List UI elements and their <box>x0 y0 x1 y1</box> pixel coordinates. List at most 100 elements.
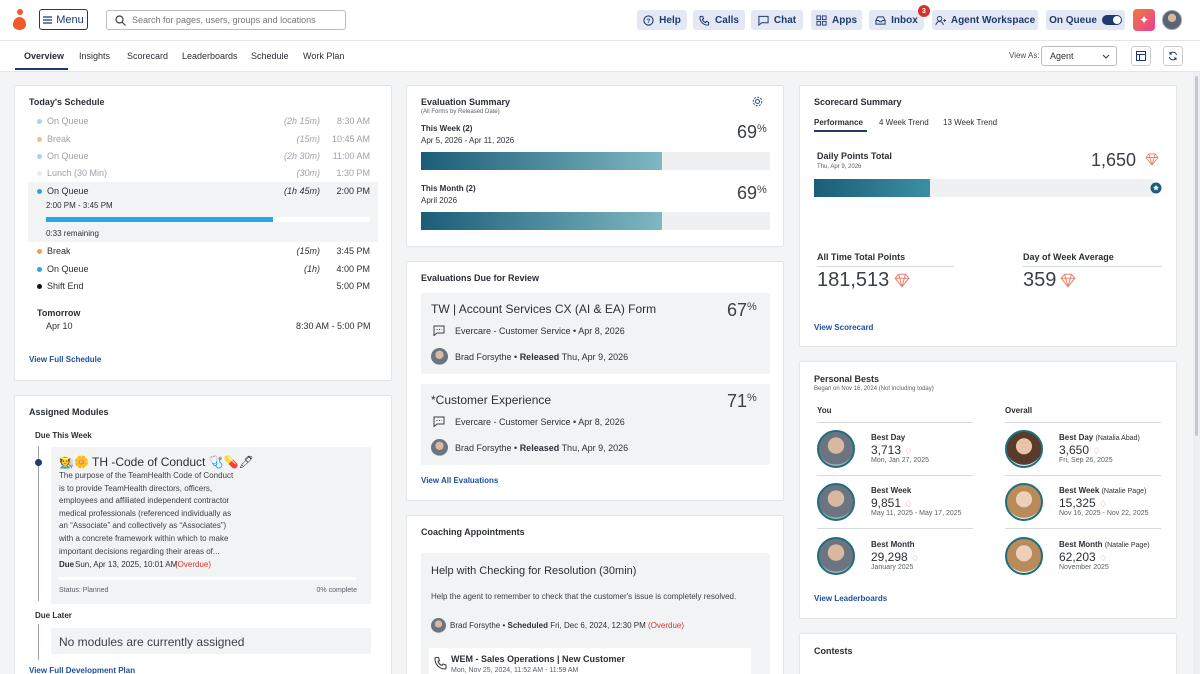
best-value: 9,851 ♢ <box>871 496 913 510</box>
evaluator-avatar <box>431 348 448 365</box>
appointment-description: Help the agent to remember to check that… <box>431 592 737 601</box>
personal-bests-subtitle: Began on Nov 16, 2024 (Not including tod… <box>814 386 934 392</box>
best-date: Nov 16, 2025 - Nov 22, 2025 <box>1059 510 1149 517</box>
eval-meta: Brad Forsythe • Released Thu, Apr 9, 202… <box>455 443 629 453</box>
tab-work-plan[interactable]: Work Plan <box>303 51 345 61</box>
contests-title: Contests <box>814 646 853 656</box>
genesys-logo-icon[interactable] <box>13 9 27 31</box>
best-label: Best Week (Natalie Page) <box>1059 486 1147 495</box>
view-as-label: View As: <box>1009 51 1040 60</box>
on-queue-toggle[interactable]: On Queue <box>1046 10 1125 30</box>
menu-button[interactable]: Menu <box>39 9 88 30</box>
tab-performance[interactable]: Performance <box>814 118 863 127</box>
apps-button[interactable]: Apps <box>811 10 862 30</box>
top-bar: Menu ? Help Calls Chat Apps Inbox 3 Agen… <box>0 0 1200 41</box>
tab-4-week-trend[interactable]: 4 Week Trend <box>879 118 929 127</box>
menu-icon <box>43 15 53 24</box>
gem-icon: ♢ <box>1099 553 1108 563</box>
module-item[interactable]: 🧑‍🌾🌼 TH -Code of Conduct 🩺💊🖊 The purpose… <box>51 447 371 604</box>
tab-overview[interactable]: Overview <box>24 51 65 61</box>
chat-label: Chat <box>773 14 797 26</box>
help-button[interactable]: ? Help <box>637 10 687 30</box>
tab-13-week-trend[interactable]: 13 Week Trend <box>943 118 998 127</box>
refresh-button[interactable] <box>1163 46 1183 66</box>
week-range: Apr 5, 2026 - Apr 11, 2026 <box>421 136 515 145</box>
module-progress-track <box>59 577 356 580</box>
scorecard-tab-indicator <box>814 130 867 132</box>
overall-avatar <box>1005 430 1043 468</box>
coaching-title: Coaching Appointments <box>421 527 525 537</box>
evaluation-item[interactable]: *Customer Experience 71% Evercare - Cust… <box>421 384 770 465</box>
overall-column-label: Overall <box>1005 406 1033 415</box>
coaching-appointment[interactable]: Help with Checking for Resolution (30min… <box>421 553 770 674</box>
evaluator-avatar <box>431 439 448 456</box>
user-avatar[interactable] <box>1162 10 1182 30</box>
schedule-row: On Queue (1h) 4:00 PM <box>37 264 370 274</box>
month-range: April 2026 <box>421 196 458 205</box>
personal-bests-card: Personal Bests Began on Nov 16, 2024 (No… <box>799 361 1177 619</box>
schedule-row: Lunch (30 Min) (30m) 1:30 PM <box>37 168 370 178</box>
current-remaining: 0:33 remaining <box>46 229 99 238</box>
evaluation-item[interactable]: TW | Account Services CX (AI & EA) Form … <box>421 293 770 374</box>
linked-interaction[interactable]: WEM - Sales Operations | New Customer Mo… <box>429 648 751 674</box>
inbox-button[interactable]: Inbox 3 <box>869 5 930 30</box>
best-label: Best Month <box>871 540 915 549</box>
best-date: Mon, Jan 27, 2025 <box>871 457 929 464</box>
calls-button[interactable]: Calls <box>693 10 745 30</box>
module-overdue: (Overdue) <box>175 560 212 569</box>
inbox-label: Inbox <box>891 14 918 26</box>
scorecard-summary-card: Scorecard Summary Performance 4 Week Tre… <box>799 85 1177 347</box>
page-scrollbar-thumb[interactable] <box>1195 76 1198 436</box>
tab-scorecard[interactable]: Scorecard <box>127 51 169 61</box>
scorecard-title: Scorecard Summary <box>814 97 902 107</box>
view-all-evaluations-link[interactable]: View All Evaluations <box>421 476 499 485</box>
eval-queue: Evercare - Customer Service • Apr 8, 202… <box>455 417 625 427</box>
search-input[interactable] <box>132 15 342 25</box>
ai-assistant-icon[interactable]: ✦ <box>1133 9 1155 31</box>
contests-card: Contests <box>799 633 1177 674</box>
month-bar-fill <box>421 212 662 230</box>
you-avatar <box>817 537 855 575</box>
best-label: Best Day (Natalia Abad) <box>1059 433 1140 442</box>
chat-button[interactable]: Chat <box>751 10 803 30</box>
personal-bests-title: Personal Bests <box>814 374 880 384</box>
phone-icon <box>699 15 710 26</box>
tab-insights[interactable]: Insights <box>79 51 111 61</box>
activity-dot-icon <box>37 118 42 124</box>
week-label: This Week (2) <box>421 124 473 133</box>
evaluation-summary-card: Evaluation Summary (All Forms by Release… <box>406 85 784 247</box>
star-badge-icon <box>1150 182 1162 194</box>
layout-button[interactable] <box>1131 46 1151 66</box>
divider <box>1005 475 1161 476</box>
gem-icon: ♢ <box>911 553 920 563</box>
tab-schedule[interactable]: Schedule <box>251 51 289 61</box>
view-development-plan-link[interactable]: View Full Development Plan <box>29 666 136 674</box>
best-date: May 11, 2025 - May 17, 2025 <box>871 510 962 517</box>
view-as-value: Agent <box>1050 51 1074 61</box>
settings-icon[interactable] <box>752 96 763 107</box>
day-of-week-average-value: 359 <box>1023 269 1057 291</box>
queue-switch[interactable] <box>1101 15 1122 25</box>
day-of-week-average-label: Day of Week Average <box>1023 252 1114 262</box>
best-label: Best Month (Natalie Page) <box>1059 540 1150 549</box>
apps-icon <box>816 14 827 26</box>
tab-leaderboards[interactable]: Leaderboards <box>182 51 238 61</box>
month-label: This Month (2) <box>421 184 476 193</box>
view-leaderboards-link[interactable]: View Leaderboards <box>814 594 888 603</box>
gem-icon <box>894 273 910 288</box>
global-search[interactable] <box>106 10 346 30</box>
all-time-points-label: All Time Total Points <box>817 252 906 262</box>
active-tab-indicator <box>15 68 68 70</box>
view-as-select[interactable]: Agent <box>1041 46 1117 66</box>
view-scorecard-link[interactable]: View Scorecard <box>814 323 874 332</box>
view-full-schedule-link[interactable]: View Full Schedule <box>29 355 102 364</box>
agent-workspace-button[interactable]: Agent Workspace <box>932 10 1038 30</box>
activity-dot-icon <box>37 153 42 159</box>
schedule-row-current: On Queue (1h 45m) 2:00 PM <box>37 186 370 196</box>
schedule-row: Break (15m) 10:45 AM <box>37 134 370 144</box>
divider <box>1023 266 1162 267</box>
eval-due-title: Evaluations Due for Review <box>421 273 540 283</box>
schedule-row: Break (15m) 3:45 PM <box>37 246 370 256</box>
coach-avatar <box>431 618 446 633</box>
eval-queue: Evercare - Customer Service • Apr 8, 202… <box>455 326 625 336</box>
